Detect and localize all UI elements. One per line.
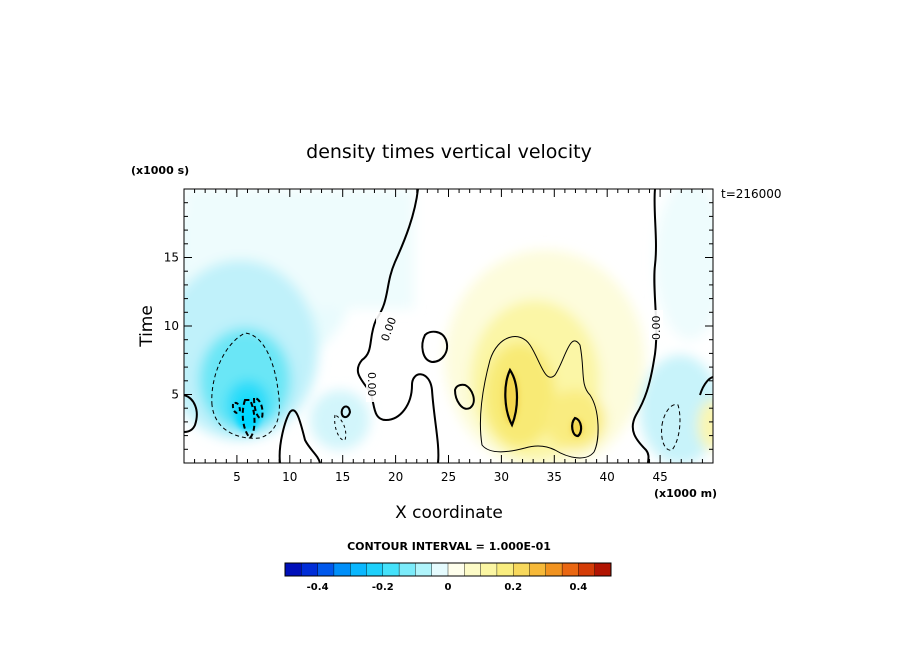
contour-label-zero-2: 0.00 <box>365 372 378 397</box>
plot-area: 0.00 0.00 0.00 <box>184 189 713 463</box>
neg-contour-0.1-right <box>661 403 681 451</box>
y-unit-label: (x1000 s) <box>131 164 189 177</box>
neg-region-mid <box>310 390 370 450</box>
colorbar-cell <box>480 562 498 577</box>
x-axis-label: X coordinate <box>395 503 503 523</box>
x-tick-label: 5 <box>233 470 241 484</box>
colorbar-tick-label: 0 <box>445 582 452 593</box>
zero-contour-small-a <box>421 330 448 364</box>
x-tick-label: 40 <box>600 470 615 484</box>
colorbar-cell <box>464 562 482 577</box>
x-unit-label: (x1000 m) <box>654 487 717 500</box>
neg-contour-0.1-mid <box>334 414 347 441</box>
y-tick-label: 5 <box>171 388 179 402</box>
contours <box>184 189 713 463</box>
colorbar-cell <box>529 562 547 577</box>
colorbar-cell <box>594 562 612 577</box>
zero-contour-small-f <box>340 405 352 418</box>
neg-region-right-top <box>655 189 713 340</box>
neg-contour-0.2-left-c <box>231 401 242 414</box>
neg-region-right <box>640 355 713 463</box>
y-tick-label: 15 <box>164 251 179 265</box>
colorbar-cell <box>545 562 563 577</box>
pos-contour-0.2-secondary <box>571 416 583 438</box>
zero-contour-small-e <box>699 376 713 396</box>
pos-contour-0.2-center <box>504 367 519 428</box>
pos-contour-0.1 <box>479 336 599 459</box>
colorbar-cell <box>398 562 416 577</box>
contour-label-zero-3: 0.00 <box>650 316 663 341</box>
pos-region-right-edge <box>698 400 713 450</box>
x-tick-label: 30 <box>494 470 509 484</box>
colorbar-tick-label: -0.4 <box>307 582 329 593</box>
x-tick-label: 15 <box>335 470 350 484</box>
colorbar-cell <box>333 562 351 577</box>
colorbar-cell <box>284 562 302 577</box>
x-tick-label: 10 <box>282 470 297 484</box>
colorbar-cell <box>578 562 596 577</box>
colorbar: -0.4 -0.2 0 0.2 0.4 <box>284 562 612 593</box>
zero-contour-small-d <box>278 409 321 463</box>
colorbar-cell <box>301 562 319 577</box>
colorbar-cell <box>431 562 449 577</box>
y-axis-label: Time <box>137 305 157 348</box>
colorbar-cell <box>415 562 433 577</box>
x-tick-label: 35 <box>547 470 562 484</box>
colorbar-tick-label: 0.2 <box>504 582 522 593</box>
colorbar-cell <box>447 562 465 577</box>
colorbar-cell <box>561 562 579 577</box>
contour-interval-label: CONTOUR INTERVAL = 1.000E-01 <box>347 540 551 553</box>
pos-region-inner <box>485 343 555 447</box>
colorbar-cell <box>513 562 531 577</box>
x-tick-label: 20 <box>388 470 403 484</box>
colorbar-tick-label: 0.4 <box>570 582 588 593</box>
colorbar-tick-label: -0.2 <box>372 582 394 593</box>
zero-contour-small-c <box>184 394 198 433</box>
colorbar-cell <box>382 562 400 577</box>
axes: 5 10 15 20 25 30 35 40 45 5 10 15 <box>164 188 714 484</box>
colorbar-cell <box>366 562 384 577</box>
time-label: t=216000 <box>721 187 782 201</box>
x-tick-label: 45 <box>652 470 667 484</box>
zero-contour-small-b <box>453 383 475 410</box>
neg-contour-0.2-left-b <box>252 396 264 420</box>
colorbar-frame <box>284 562 612 577</box>
colorbar-cell <box>317 562 335 577</box>
x-tick-label: 25 <box>441 470 456 484</box>
y-tick-label: 10 <box>164 319 179 333</box>
chart-title: density times vertical velocity <box>306 141 592 163</box>
colorbar-cell <box>350 562 368 577</box>
colorbar-cell <box>496 562 514 577</box>
contour-labels: 0.00 0.00 0.00 <box>365 310 663 402</box>
zero-contour-right <box>631 189 658 463</box>
